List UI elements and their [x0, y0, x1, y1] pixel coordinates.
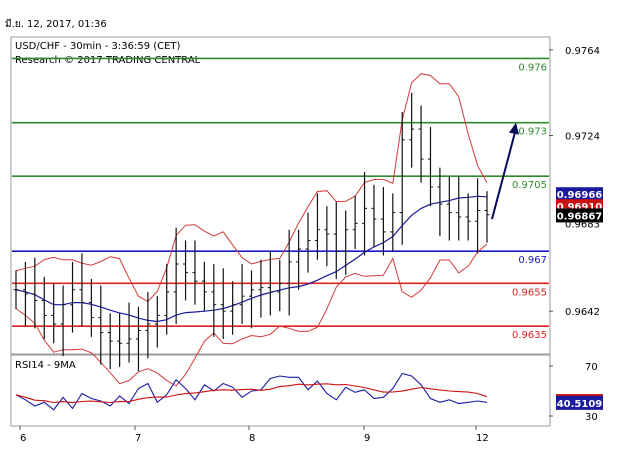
- rsi-line: [15, 372, 488, 411]
- rsi-y-tick-label: 30: [585, 412, 598, 423]
- rsi-ma-line: [15, 383, 488, 404]
- level-label: 0.976: [518, 62, 547, 73]
- rsi-title: RSI14 - 9MA: [15, 360, 76, 371]
- x-tick-label: 6: [20, 433, 26, 444]
- y-tick-label: 0.9642: [565, 307, 600, 318]
- level-label: 0.967: [518, 255, 547, 266]
- level-label: 0.9705: [512, 180, 547, 191]
- instrument-title: USD/CHF - 30min - 3:36:59 (CET): [15, 41, 181, 52]
- level-label: 0.973: [518, 127, 547, 138]
- x-tick-label: 9: [364, 433, 370, 444]
- price-tag-label: 0.96867: [557, 211, 603, 222]
- price-tag-label: 0.96966: [557, 190, 603, 201]
- bollinger-upper: [15, 73, 488, 303]
- y-tick-label: 0.9724: [565, 132, 600, 143]
- rsi-value-tag-label: 40.5109: [557, 399, 603, 410]
- x-tick-label: 7: [135, 433, 141, 444]
- bollinger-lower: [15, 243, 488, 387]
- rsi-panel: [10, 354, 551, 427]
- level-label: 0.9655: [512, 287, 547, 298]
- research-subtitle: Research © 2017 TRADING CENTRAL: [15, 55, 201, 66]
- price-tag-label: 0.96910: [557, 202, 603, 213]
- level-label: 0.9635: [512, 330, 547, 341]
- x-tick-label: 8: [249, 433, 255, 444]
- forecast-arrow: [491, 128, 517, 220]
- rsi-y-tick-label: 70: [585, 362, 598, 373]
- timestamp: มี.ย. 12, 2017, 01:36: [5, 19, 107, 30]
- rsi-value-tag: [556, 395, 603, 410]
- forecast-arrow-head: [509, 122, 519, 135]
- price-tag: [556, 208, 603, 223]
- y-tick-label: 0.9683: [565, 219, 600, 230]
- price-tag: [556, 187, 603, 202]
- y-tick-label: 0.9764: [565, 46, 600, 57]
- x-tick-label: 12: [476, 433, 489, 444]
